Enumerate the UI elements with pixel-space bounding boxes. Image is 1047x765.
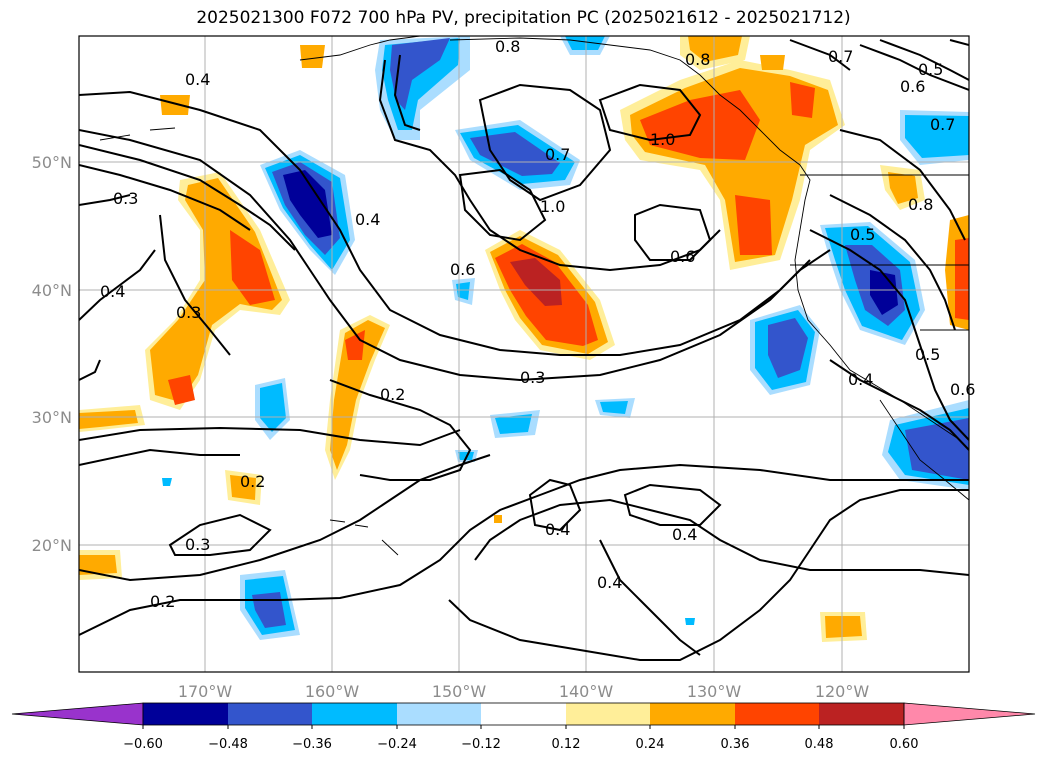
contour-label: 0.3 [113, 189, 138, 208]
contour-label: 0.2 [240, 472, 265, 491]
colorbar: −0.60 −0.48 −0.36 −0.24 −0.12 0.12 0.24 … [11, 702, 1036, 752]
contour-label: 1.0 [650, 130, 675, 149]
colorbar-segment [735, 703, 819, 725]
colorbar-tick: 0.60 [890, 737, 919, 752]
colorbar-tick: −0.60 [123, 737, 163, 752]
contour-label: 0.6 [450, 260, 475, 279]
lat-labels: 50°N 40°N 30°N 20°N [32, 153, 72, 555]
contour-labels: 0.8 0.8 0.7 0.5 0.6 0.7 1.0 0.7 1.0 0.4 … [100, 37, 975, 611]
contour-label: 0.8 [908, 195, 933, 214]
lon-labels: 170°W 160°W 150°W 140°W 130°W 120°W [178, 682, 870, 701]
map-title: 2025021300 F072 700 hPa PV, precipitatio… [196, 8, 851, 28]
contour-label: 0.4 [672, 525, 697, 544]
contour-label: 0.8 [495, 37, 520, 56]
colorbar-tick: −0.24 [377, 737, 417, 752]
colorbar-segment [143, 703, 228, 725]
contour-label: 0.5 [850, 225, 875, 244]
contour-label: 1.0 [540, 197, 565, 216]
contour-label: 0.4 [185, 70, 210, 89]
contour-label: 0.3 [185, 535, 210, 554]
coastlines [99, 36, 969, 556]
lon-label: 170°W [178, 682, 233, 701]
contour-label: 0.4 [545, 520, 570, 539]
contour-label: 0.3 [176, 303, 201, 322]
colorbar-tick: −0.48 [208, 737, 248, 752]
contour-label: 0.5 [915, 345, 940, 364]
colorbar-tick: −0.12 [461, 737, 501, 752]
lon-label: 120°W [815, 682, 870, 701]
contour-label: 0.4 [848, 370, 873, 389]
contour-label: 0.6 [900, 77, 925, 96]
lat-label: 50°N [32, 153, 72, 172]
contour-label: 0.5 [918, 60, 943, 79]
colorbar-tick: 0.12 [552, 737, 581, 752]
lat-label: 40°N [32, 281, 72, 300]
colorbar-segment [312, 703, 397, 725]
colorbar-tick: 0.48 [805, 737, 834, 752]
contour-label: 0.7 [930, 115, 955, 134]
contour-label: 0.4 [100, 282, 125, 301]
contour-label: 0.3 [520, 368, 545, 387]
contour-label: 0.2 [380, 385, 405, 404]
colorbar-tick: 0.24 [636, 737, 665, 752]
contour-label: 0.7 [545, 145, 570, 164]
lat-label: 30°N [32, 408, 72, 427]
colorbar-extend-max [903, 702, 1036, 726]
contour-label: 0.8 [685, 50, 710, 69]
contour-label: 0.4 [355, 210, 380, 229]
map-frame [78, 35, 970, 673]
colorbar-segment [228, 703, 312, 725]
colorbar-segment [481, 703, 566, 725]
colorbar-segment [397, 703, 481, 725]
pv-contours [79, 39, 969, 661]
lat-label: 20°N [32, 536, 72, 555]
colorbar-segment [650, 703, 735, 725]
colorbar-extend-min [11, 702, 144, 726]
colorbar-segment [566, 703, 650, 725]
contour-label: 0.4 [597, 573, 622, 592]
lon-label: 130°W [687, 682, 742, 701]
colorbar-tick: −0.36 [292, 737, 332, 752]
contour-label: 0.7 [828, 47, 853, 66]
lon-label: 160°W [305, 682, 360, 701]
gridlines [79, 36, 969, 672]
contour-label: 0.6 [670, 247, 695, 266]
contour-label: 0.2 [150, 592, 175, 611]
colorbar-tick: 0.36 [721, 737, 750, 752]
colorbar-segment [819, 703, 904, 725]
contour-label: 0.6 [950, 380, 975, 399]
lon-label: 150°W [432, 682, 487, 701]
map-layers [79, 36, 969, 672]
lon-label: 140°W [559, 682, 614, 701]
